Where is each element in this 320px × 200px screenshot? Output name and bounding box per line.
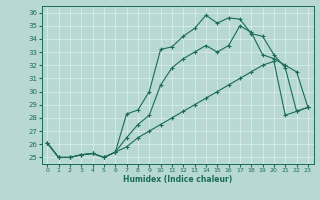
X-axis label: Humidex (Indice chaleur): Humidex (Indice chaleur) <box>123 175 232 184</box>
